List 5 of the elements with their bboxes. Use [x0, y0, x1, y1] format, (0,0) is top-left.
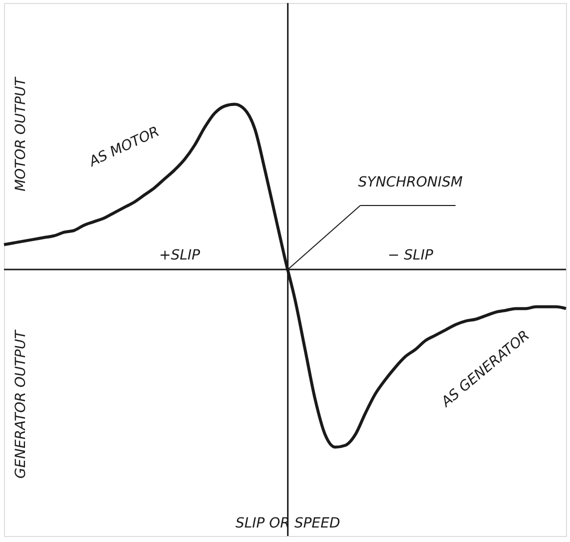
annotation: +SLIP: [159, 247, 201, 264]
annotation: SYNCHRONISM: [358, 174, 463, 190]
annotation: MOTOR OUTPUT: [13, 76, 30, 192]
annotation: GENERATOR OUTPUT: [13, 329, 30, 479]
annotation: − SLIP: [388, 247, 434, 264]
